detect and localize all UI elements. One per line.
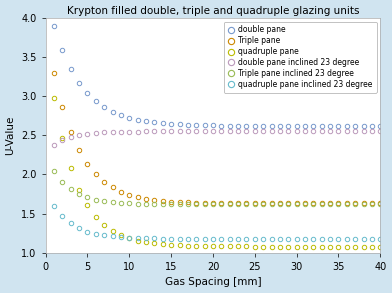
X-axis label: Gas Spacing [mm]: Gas Spacing [mm] (165, 277, 261, 287)
Legend: double pane, Triple pane, quadruple pane, double pane inclined 23 degree, Triple: double pane, Triple pane, quadruple pane… (224, 22, 376, 93)
Title: Krypton filled double, triple and quadruple glazing units: Krypton filled double, triple and quadru… (67, 6, 359, 16)
Y-axis label: U-Value: U-Value (5, 116, 16, 155)
